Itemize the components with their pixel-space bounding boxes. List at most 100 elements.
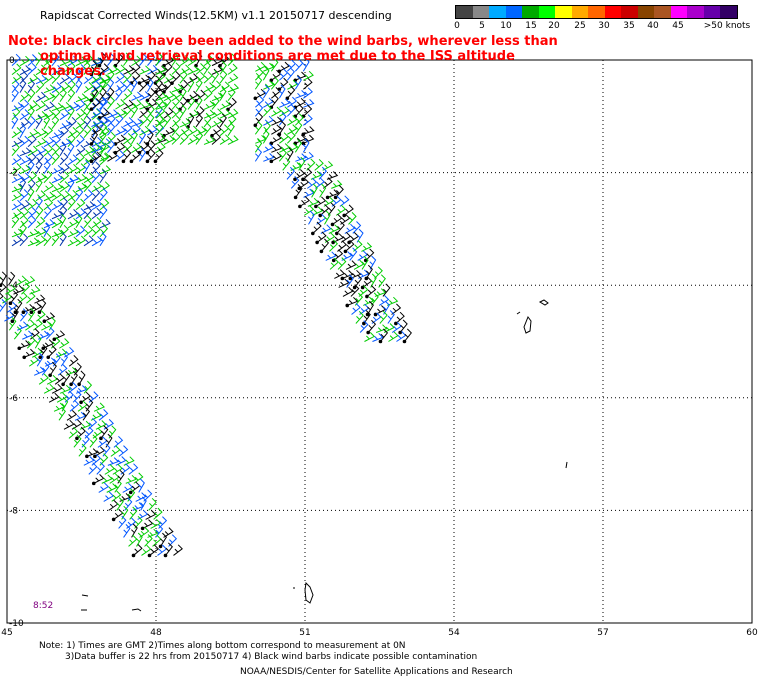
wind-barb bbox=[263, 80, 275, 90]
wind-barb bbox=[227, 53, 237, 66]
wind-barb bbox=[387, 296, 399, 306]
wind-barb bbox=[345, 260, 357, 270]
wind-barb bbox=[59, 163, 70, 175]
wind-barb bbox=[365, 300, 374, 317]
wind-barb bbox=[119, 493, 131, 502]
wind-barb bbox=[293, 184, 303, 200]
wind-barb bbox=[219, 100, 231, 110]
wind-barb bbox=[67, 142, 75, 156]
wind-barb bbox=[307, 197, 319, 207]
wind-barb bbox=[75, 144, 86, 157]
note-line-1: Note: black circles have been added to t… bbox=[8, 34, 558, 49]
wind-barb bbox=[262, 129, 270, 144]
wind-barb bbox=[35, 152, 44, 166]
wind-barb bbox=[328, 224, 340, 234]
wind-barb bbox=[74, 411, 87, 421]
wind-barb bbox=[124, 497, 133, 511]
lat-tick-label: -2 bbox=[9, 169, 18, 179]
wind-barb bbox=[179, 118, 191, 128]
wind-barb bbox=[50, 336, 61, 349]
wind-barb bbox=[99, 169, 107, 184]
wind-barb bbox=[382, 283, 391, 297]
wind-barb bbox=[27, 152, 37, 166]
wind-barb bbox=[325, 189, 339, 200]
wind-barb bbox=[51, 173, 63, 184]
wind-barb bbox=[52, 353, 61, 367]
wind-barb bbox=[99, 188, 108, 202]
wind-barb bbox=[333, 185, 344, 200]
wind-barb bbox=[363, 248, 375, 263]
legend-swatch bbox=[604, 6, 621, 18]
wind-barb bbox=[35, 173, 47, 184]
wind-barb bbox=[294, 120, 303, 135]
wind-barb bbox=[323, 210, 331, 225]
wind-barb bbox=[262, 104, 272, 117]
wind-barb bbox=[67, 116, 77, 130]
wind-barb bbox=[8, 290, 19, 306]
wind-barb bbox=[11, 173, 23, 184]
wind-barb bbox=[21, 303, 35, 315]
wind-barb bbox=[73, 362, 82, 376]
wind-barb bbox=[303, 87, 313, 99]
wind-barb bbox=[51, 143, 61, 157]
wind-barb bbox=[83, 115, 92, 129]
wind-barb bbox=[88, 462, 98, 475]
wind-barb bbox=[43, 222, 51, 238]
wind-barb bbox=[45, 326, 55, 340]
wind-barb bbox=[11, 163, 22, 175]
wind-barb bbox=[8, 271, 16, 286]
wind-barb bbox=[139, 79, 148, 93]
wind-barb bbox=[163, 542, 173, 558]
wind-barb bbox=[65, 366, 78, 376]
wind-barb bbox=[334, 269, 346, 279]
wind-barb bbox=[75, 198, 86, 211]
wind-barb bbox=[69, 370, 78, 387]
wind-barb bbox=[123, 105, 132, 119]
wind-barb bbox=[179, 87, 187, 101]
wind-barb bbox=[364, 332, 376, 342]
wind-barb bbox=[97, 109, 111, 120]
wind-barb bbox=[96, 461, 105, 475]
wind-barb bbox=[58, 406, 66, 421]
wind-barb bbox=[127, 488, 136, 502]
wind-barb bbox=[144, 534, 153, 547]
wind-barb bbox=[51, 115, 60, 129]
wind-barb bbox=[27, 145, 39, 157]
wind-barb bbox=[99, 87, 107, 101]
wind-barb bbox=[131, 124, 141, 136]
wind-barb bbox=[19, 215, 29, 229]
wind-barb bbox=[38, 373, 49, 385]
lat-tick-label: -8 bbox=[9, 506, 18, 516]
wind-barb bbox=[42, 312, 56, 324]
wind-barb bbox=[355, 310, 364, 324]
wind-barb bbox=[378, 274, 386, 288]
wind-barb bbox=[59, 152, 69, 166]
legend-swatch bbox=[670, 6, 687, 18]
wind-barb bbox=[59, 171, 70, 184]
wind-barb bbox=[331, 180, 343, 189]
wind-barb bbox=[59, 213, 67, 229]
wind-barb bbox=[43, 92, 55, 103]
wind-barb bbox=[83, 159, 91, 174]
wind-barb bbox=[97, 52, 107, 68]
wind-barb bbox=[79, 391, 91, 405]
wind-barb bbox=[162, 126, 175, 138]
wind-barb bbox=[13, 285, 25, 295]
wind-barb bbox=[145, 140, 156, 155]
wind-barb bbox=[17, 340, 31, 351]
wind-barb bbox=[67, 197, 76, 211]
wind-barb bbox=[43, 114, 51, 129]
wind-barb bbox=[335, 220, 345, 236]
wind-barb bbox=[115, 87, 123, 101]
wind-barb bbox=[67, 163, 79, 175]
wind-barb bbox=[51, 152, 60, 166]
wind-barb bbox=[117, 469, 125, 484]
wind-barb bbox=[43, 152, 53, 166]
wind-barb bbox=[362, 310, 371, 326]
wind-barb bbox=[346, 274, 354, 288]
wind-barb bbox=[147, 104, 155, 119]
wind-barb bbox=[27, 100, 38, 112]
wind-barb bbox=[155, 71, 166, 84]
wind-barb bbox=[75, 108, 86, 121]
wind-barb bbox=[294, 75, 302, 90]
